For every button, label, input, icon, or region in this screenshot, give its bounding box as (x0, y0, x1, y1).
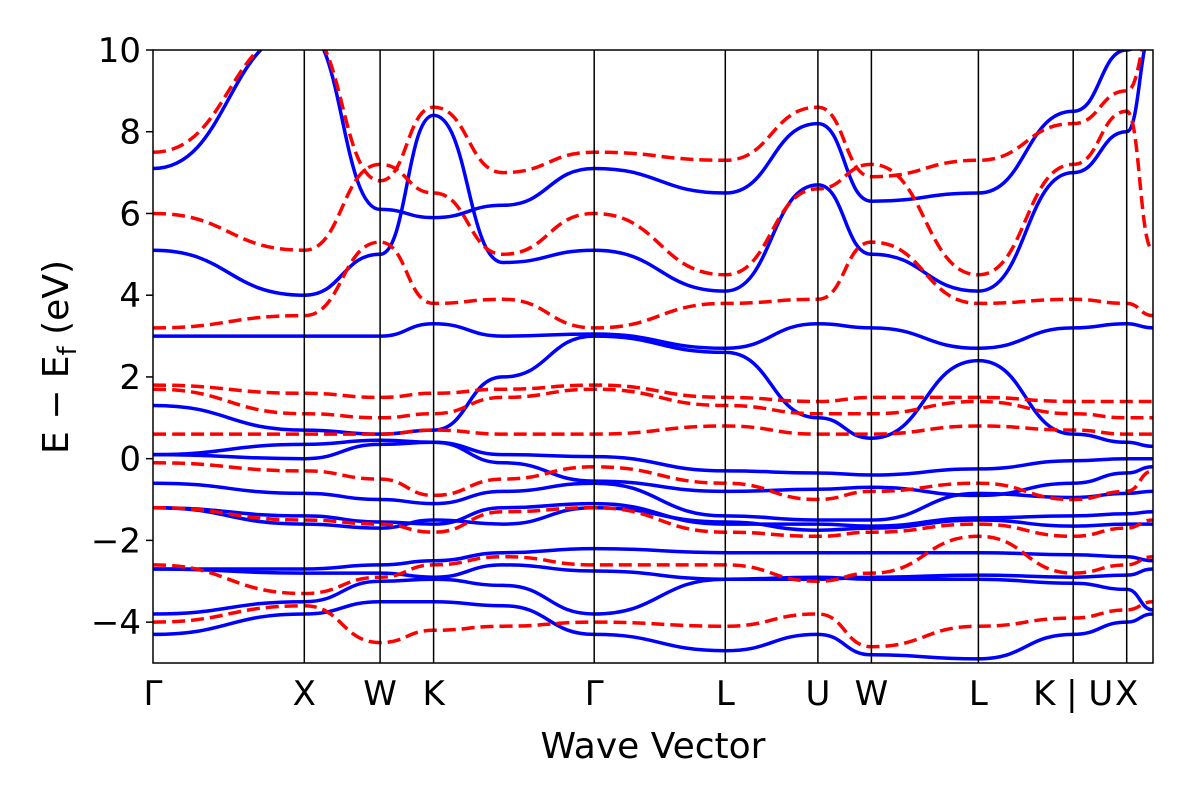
y-axis-title: E − Ef (eV) (36, 260, 83, 454)
solid-band-line-1 (153, 438, 1153, 498)
x-tick-label-1: X (293, 674, 316, 714)
y-tick-label-2: 0 (119, 440, 141, 480)
x-tick-label-3: K (422, 674, 446, 714)
x-tick-label-9: K | U (1033, 674, 1113, 714)
high-symmetry-lines (303, 50, 1128, 663)
y-tick-label-5: 6 (119, 194, 141, 234)
x-tick-label-8: L (969, 674, 988, 714)
y-tick-label-1: −2 (91, 521, 141, 561)
x-axis-title: Wave Vector (541, 726, 766, 767)
dashed-band-line-14 (153, 387, 1153, 420)
solid-band-line-6 (153, 563, 1153, 581)
solid-band-line-10 (153, 322, 1153, 351)
x-tick-label-5: L (716, 674, 735, 714)
dashed-band-line-15 (153, 383, 1153, 404)
y-tick-label-4: 4 (119, 276, 141, 316)
bands-layer (153, 50, 1153, 661)
x-tick-label-4: Γ (585, 674, 604, 714)
y-axis-title-main: E − E (36, 355, 77, 454)
dashed-band-line-21 (153, 534, 1153, 596)
y-axis-title-unit: (eV) (36, 260, 77, 346)
dashed-band-line-22 (153, 599, 1153, 649)
y-tick-label-7: 10 (98, 31, 141, 71)
plot-frame (152, 49, 1154, 664)
dashed-band-line-16 (153, 240, 1153, 330)
dashed-band-line-20 (153, 505, 1153, 539)
solid-band-line-7 (153, 575, 1153, 616)
y-tick-label-6: 8 (119, 113, 141, 153)
x-tick-label-2: W (363, 674, 397, 714)
solid-band-line-4 (153, 505, 1153, 532)
dashed-band-line-18 (153, 50, 1144, 183)
x-tick-label-0: Γ (144, 674, 163, 714)
x-tick-label-6: U (805, 674, 830, 714)
solid-band-line-5 (153, 546, 1153, 571)
solid-band-line-8 (153, 599, 1153, 661)
x-tick-label-10: X (1115, 674, 1138, 714)
dashed-band-line-13 (153, 424, 1153, 436)
x-tick-label-7: W (855, 674, 889, 714)
y-axis-title-sub: f (53, 345, 83, 355)
y-axis: −4 −2 0 2 4 6 8 10 (91, 31, 153, 643)
solid-band-line-0 (153, 440, 1153, 477)
dashed-band-line-19 (153, 461, 1153, 502)
y-tick-label-3: 2 (119, 358, 141, 398)
y-tick-label-0: −4 (91, 603, 141, 643)
